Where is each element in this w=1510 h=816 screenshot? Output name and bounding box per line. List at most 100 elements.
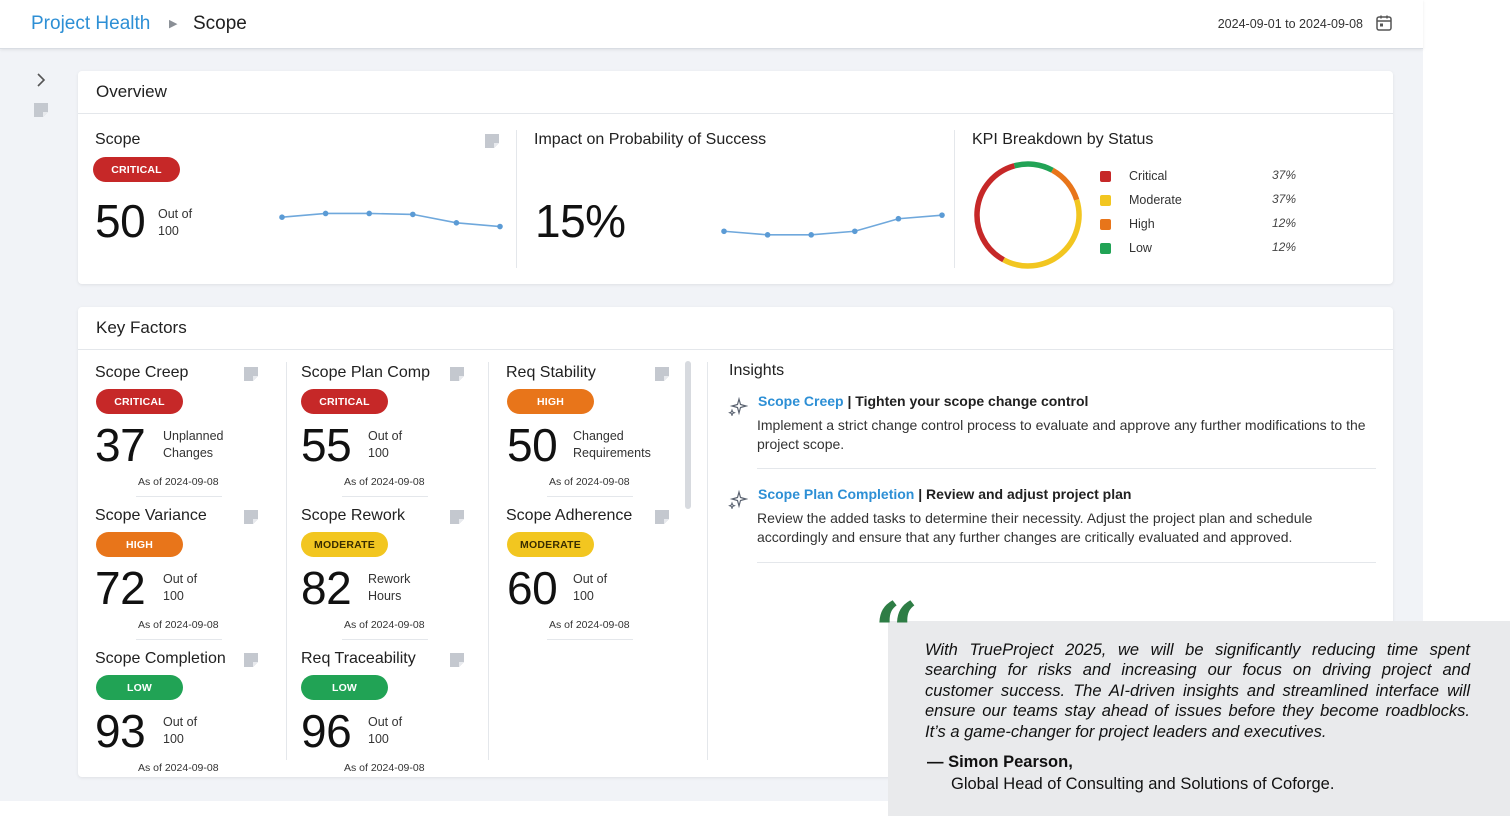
tile-scope-plan-comp-sub1: Out of	[368, 429, 403, 443]
tile-scope-plan-comp-label: Scope Plan Comp	[301, 364, 430, 381]
legend-low-swatch	[1100, 243, 1111, 254]
legend-low-label: Low	[1129, 241, 1152, 255]
insight-1-body: Implement a strict change control proces…	[757, 417, 1366, 452]
tile-req-stability-label: Req Stability	[506, 364, 596, 381]
tile-req-stability-sub1: Changed	[573, 429, 624, 443]
calendar-icon[interactable]	[1375, 14, 1393, 32]
notes-icon[interactable]	[33, 102, 49, 118]
tile-scope-variance-sub2: 100	[163, 589, 184, 603]
app-window: Project Health ▶ Scope 2024-09-01 to 202…	[0, 0, 1423, 801]
tile-scope-creep-asof: As of 2024-09-08	[138, 476, 219, 488]
legend-high-swatch	[1100, 219, 1111, 230]
impact-value: 15%	[535, 195, 626, 247]
kpi-donut-chart	[974, 161, 1082, 269]
tile-scope-variance-note-icon[interactable]	[243, 509, 259, 525]
tile-scope-completion-sub1: Out of	[163, 715, 198, 729]
tile-req-traceability-label: Req Traceability	[301, 650, 416, 667]
date-range-text[interactable]: 2024-09-01 to 2024-09-08	[1217, 17, 1363, 31]
scope-sub1: Out of	[158, 207, 193, 221]
overview-divider	[78, 113, 1393, 114]
legend-critical-label: Critical	[1129, 169, 1168, 183]
insight-2-body: Review the added tasks to determine thei…	[757, 510, 1313, 545]
tile-scope-creep-value: 37	[95, 419, 146, 471]
tile-scope-variance-badge: HIGH	[96, 532, 183, 557]
tile-scope-adherence-asof: As of 2024-09-08	[549, 619, 630, 631]
legend-critical-value: 37%	[1272, 168, 1297, 182]
tile-scope-creep-sub1: Unplanned	[163, 429, 224, 443]
tile-scope-variance-asof: As of 2024-09-08	[138, 619, 219, 631]
tile-req-stability-value: 50	[507, 419, 558, 471]
impact-spark-point-5	[939, 212, 945, 218]
scope-spark-point-3	[410, 211, 416, 218]
legend-low-value: 12%	[1272, 240, 1297, 254]
tile-req-traceability-note-icon[interactable]	[449, 652, 465, 668]
testimonial-box	[888, 621, 1510, 816]
tile-req-stability-asof: As of 2024-09-08	[549, 476, 630, 488]
overview-title: Overview	[96, 82, 167, 101]
ai-sparkle-icon	[728, 489, 748, 509]
tile-scope-plan-comp-badge: CRITICAL	[301, 389, 388, 414]
tile-req-stability-sub2: Requirements	[573, 446, 651, 460]
insights-title: Insights	[729, 362, 785, 379]
scope-value: 50	[95, 195, 146, 247]
tile-scope-creep-note-icon[interactable]	[243, 366, 259, 382]
tile-scope-plan-comp-note-icon[interactable]	[449, 366, 465, 382]
insight-1-link[interactable]: Scope Creep	[758, 393, 844, 409]
legend-critical-swatch	[1100, 171, 1111, 182]
scope-spark-point-5	[497, 223, 503, 230]
scope-spark-point-4	[453, 220, 460, 226]
legend-high-label: High	[1129, 217, 1155, 231]
impact-spark-point-0	[721, 228, 727, 235]
tile-scope-variance-value: 72	[95, 562, 146, 614]
overview-separator-2	[954, 130, 955, 268]
breadcrumb-root-link[interactable]: Project Health	[31, 13, 151, 34]
tile-req-stability-underline	[547, 496, 633, 497]
impact-spark-line	[723, 214, 943, 236]
scope-trend-sparkline	[279, 210, 503, 230]
tile-scope-creep-label: Scope Creep	[95, 364, 189, 381]
scope-status-badge: CRITICAL	[93, 157, 180, 182]
tile-scope-rework-asof: As of 2024-09-08	[344, 619, 425, 631]
tile-scope-adherence-sub1: Out of	[573, 572, 608, 586]
tile-scope-rework-note-icon[interactable]	[449, 509, 465, 525]
insight-2-heading: Scope Plan Completion | Review and adjus…	[758, 486, 1131, 502]
tile-scope-variance-label: Scope Variance	[95, 507, 207, 524]
kpi-breakdown-label: KPI Breakdown by Status	[972, 131, 1154, 148]
tile-scope-completion-value: 93	[95, 705, 146, 757]
scope-spark-point-0	[279, 214, 285, 220]
insight-divider-2	[757, 562, 1376, 563]
tile-req-stability-note-icon[interactable]	[654, 366, 670, 382]
overview-card: Overview	[78, 71, 1393, 284]
tiles-scrollbar[interactable]	[685, 361, 691, 509]
testimonial-role: Global Head of Consulting and Solutions …	[951, 775, 1335, 793]
quote-mark-icon: “	[874, 586, 919, 677]
tile-req-traceability-sub1: Out of	[368, 715, 403, 729]
scope-note-icon[interactable]	[484, 133, 500, 149]
key-factors-title: Key Factors	[96, 318, 187, 337]
impact-spark-point-3	[852, 228, 858, 235]
testimonial-text: With TrueProject 2025, we will be signif…	[925, 641, 1470, 741]
impact-spark-point-2	[808, 232, 814, 238]
impact-spark-point-4	[895, 215, 902, 222]
scope-label: Scope	[95, 131, 141, 148]
donut-slice-high	[1051, 167, 1080, 201]
tile-scope-rework-underline	[342, 639, 428, 640]
tile-scope-adherence-note-icon[interactable]	[654, 509, 670, 525]
scope-spark-line	[281, 212, 501, 228]
insights-separator	[707, 362, 708, 760]
impact-label: Impact on Probability of Success	[534, 131, 767, 148]
tile-scope-plan-comp-underline	[342, 496, 428, 497]
tile-scope-completion-note-icon[interactable]	[243, 652, 259, 668]
insight-2-link[interactable]: Scope Plan Completion	[758, 486, 915, 502]
expand-sidebar-chevron-icon[interactable]	[34, 72, 48, 88]
breadcrumb-current: Scope	[193, 13, 247, 34]
donut-slice-low	[1013, 161, 1054, 173]
insight-divider-1	[757, 468, 1376, 469]
tile-scope-creep-underline	[136, 496, 222, 497]
tile-scope-adherence-sub2: 100	[573, 589, 594, 603]
scope-spark-point-2	[366, 210, 372, 217]
tile-scope-adherence-value: 60	[507, 562, 558, 614]
impact-trend-sparkline	[721, 212, 945, 238]
legend-moderate-swatch	[1100, 195, 1111, 206]
tile-scope-plan-comp-sub2: 100	[368, 446, 389, 460]
